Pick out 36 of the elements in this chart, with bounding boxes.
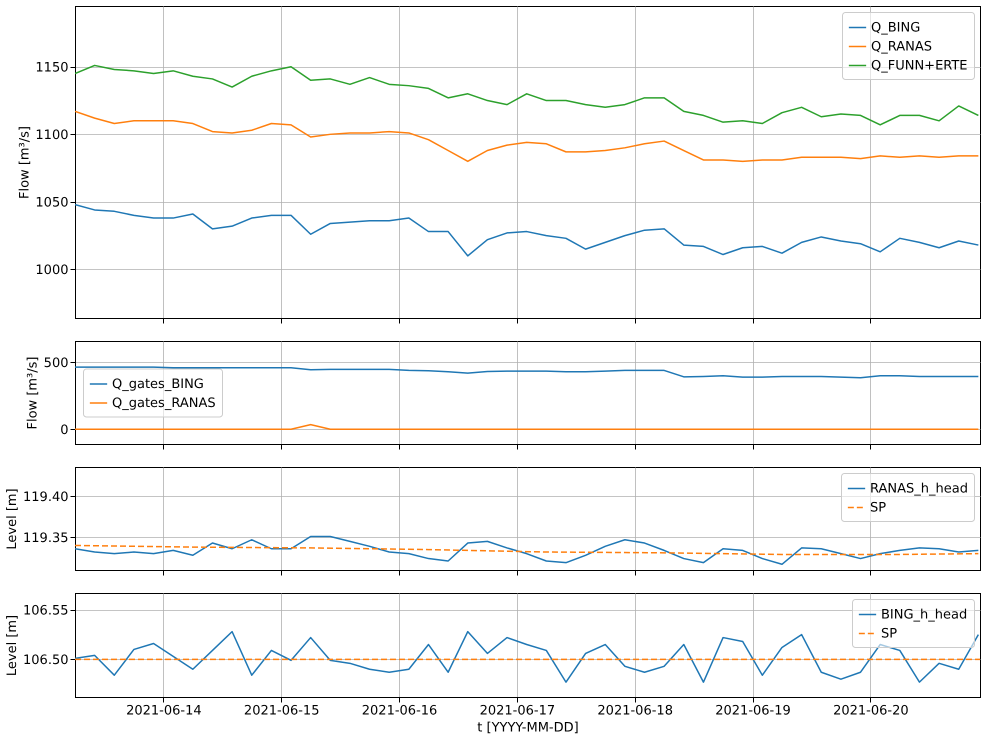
x-tick-label: 2021-06-19 bbox=[715, 704, 791, 718]
line-series bbox=[75, 536, 980, 566]
x-tick-label: 2021-06-14 bbox=[126, 704, 202, 718]
legend-label: SP bbox=[870, 500, 886, 516]
legend-label: Q_gates_RANAS bbox=[112, 396, 216, 411]
y-tick-label: 1100 bbox=[35, 128, 68, 143]
line-series bbox=[75, 366, 980, 379]
y-tick-label: 500 bbox=[44, 356, 68, 371]
legend-label: SP bbox=[881, 626, 898, 642]
legend-label: Q_BING bbox=[871, 20, 920, 36]
x-tick-label: 2021-06-15 bbox=[244, 704, 320, 718]
legend-label: Q_RANAS bbox=[871, 40, 932, 54]
y-axis-title: Level [m] bbox=[5, 614, 20, 676]
legend-label: Q_gates_BING bbox=[112, 377, 204, 392]
legend-label: RANAS_h_head bbox=[870, 482, 968, 496]
x-axis-title: t [YYYY-MM-DD] bbox=[477, 720, 579, 736]
x-tick-label: 2021-06-20 bbox=[833, 704, 909, 718]
y-tick-label: 106.50 bbox=[23, 652, 68, 668]
y-axis-title: Flow [m³/s] bbox=[17, 126, 32, 199]
y-tick-label: 119.40 bbox=[23, 490, 68, 505]
x-tick-label: 2021-06-16 bbox=[362, 704, 438, 718]
y-tick-label: 0 bbox=[60, 422, 68, 438]
x-tick-label: 2021-06-18 bbox=[597, 704, 673, 718]
x-tick-label: 2021-06-17 bbox=[480, 704, 556, 718]
y-axis-title: Level [m] bbox=[5, 488, 20, 550]
line-series bbox=[75, 544, 980, 556]
legend-label: BING_h_head bbox=[881, 608, 968, 622]
y-tick-label: 106.55 bbox=[23, 603, 68, 618]
y-tick-label: 1050 bbox=[35, 195, 68, 210]
y-tick-label: 1150 bbox=[35, 60, 68, 76]
line-series bbox=[75, 110, 980, 162]
y-tick-label: 119.35 bbox=[23, 530, 68, 546]
line-series bbox=[75, 204, 980, 257]
legend-label: Q_FUNN+ERTE bbox=[871, 58, 968, 74]
y-tick-label: 1000 bbox=[35, 262, 68, 278]
y-axis-title: Flow [m³/s] bbox=[26, 356, 41, 430]
